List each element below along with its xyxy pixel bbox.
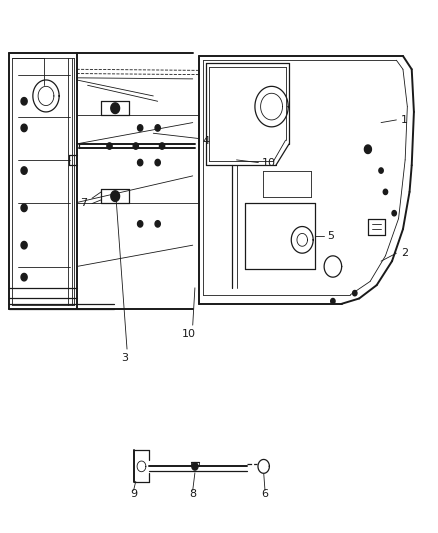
Polygon shape [107, 143, 112, 149]
Text: 10: 10 [182, 329, 196, 339]
Polygon shape [138, 125, 143, 131]
Polygon shape [21, 241, 27, 249]
Text: 5: 5 [328, 231, 335, 240]
Polygon shape [21, 167, 27, 174]
Polygon shape [331, 298, 335, 304]
Polygon shape [21, 273, 27, 281]
Polygon shape [111, 103, 120, 114]
Text: 9: 9 [130, 489, 137, 499]
Text: 7: 7 [80, 198, 87, 207]
Text: 4: 4 [202, 136, 209, 146]
Polygon shape [159, 143, 165, 149]
Text: 3: 3 [121, 353, 128, 363]
Polygon shape [353, 290, 357, 296]
Polygon shape [364, 145, 371, 154]
Text: 8: 8 [189, 489, 196, 499]
Text: 1: 1 [401, 115, 408, 125]
Polygon shape [133, 143, 138, 149]
Polygon shape [21, 124, 27, 132]
Text: 6: 6 [261, 489, 268, 499]
Polygon shape [21, 98, 27, 105]
Polygon shape [383, 189, 388, 195]
Text: 10: 10 [262, 158, 276, 167]
Polygon shape [258, 459, 269, 473]
Polygon shape [392, 211, 396, 216]
Polygon shape [21, 204, 27, 212]
Polygon shape [111, 191, 120, 201]
Polygon shape [138, 221, 143, 227]
Polygon shape [155, 125, 160, 131]
Polygon shape [192, 463, 198, 470]
Polygon shape [379, 168, 383, 173]
Polygon shape [155, 221, 160, 227]
Polygon shape [155, 159, 160, 166]
Text: 2: 2 [401, 248, 408, 258]
Polygon shape [138, 159, 143, 166]
